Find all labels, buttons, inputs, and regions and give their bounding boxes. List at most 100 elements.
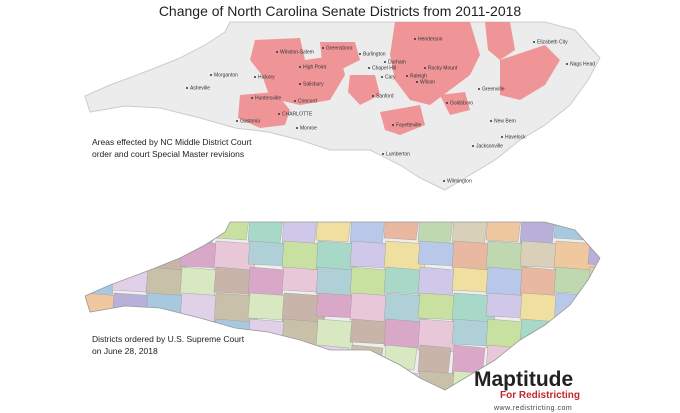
city-label: Greenville <box>482 87 505 93</box>
city-dot <box>424 67 426 69</box>
district <box>179 344 214 377</box>
city-label: New Bern <box>494 119 516 125</box>
caption-line: on June 28, 2018 <box>92 346 158 356</box>
city-dot <box>478 88 480 90</box>
city-dot <box>416 81 418 83</box>
logo-url: www.redistricting.com <box>493 405 572 412</box>
district <box>213 222 250 241</box>
district <box>247 222 284 245</box>
city-label: Salisbury <box>303 82 324 88</box>
district <box>281 370 324 390</box>
city-dot <box>490 120 492 122</box>
district <box>553 344 588 371</box>
city-dot <box>278 113 280 115</box>
city-dot <box>210 74 212 76</box>
city-dot <box>322 47 324 49</box>
district <box>587 266 600 299</box>
district <box>315 344 350 373</box>
changed-areas <box>238 22 560 135</box>
city-label: Greensboro <box>326 46 353 52</box>
city-dot <box>372 95 374 97</box>
district <box>247 370 290 390</box>
city-dot <box>296 127 298 129</box>
city-dot <box>276 51 278 53</box>
city-label: Burlington <box>363 52 386 58</box>
city-label: Concord <box>298 99 317 105</box>
district <box>213 344 248 371</box>
city-dot <box>472 145 474 147</box>
title: Change of North Carolina Senate District… <box>159 3 522 19</box>
district <box>451 266 490 293</box>
district <box>587 318 600 353</box>
district <box>145 266 184 297</box>
city-dot <box>254 76 256 78</box>
city-label: Wilmington <box>447 179 472 185</box>
city-label: Wilson <box>420 80 435 86</box>
district <box>349 370 392 390</box>
city-dot <box>186 87 188 89</box>
district <box>485 266 524 297</box>
district <box>85 222 114 245</box>
city-label: Chapel Hill <box>372 66 396 72</box>
district <box>281 344 316 379</box>
city-label: Asheville <box>190 86 210 92</box>
district <box>350 397 385 413</box>
district <box>587 240 600 267</box>
district <box>383 370 426 390</box>
logo: Maptitude For Redistricting www.redistri… <box>474 368 580 412</box>
district <box>384 397 419 413</box>
caption-line: Areas effected by NC Middle District Cou… <box>92 137 252 147</box>
district <box>315 370 358 390</box>
district <box>316 397 351 413</box>
district <box>587 292 600 321</box>
city-label: Henderson <box>418 37 443 43</box>
district <box>587 370 600 390</box>
district <box>519 318 560 345</box>
city-dot <box>566 63 568 65</box>
city-dot <box>299 66 301 68</box>
district <box>78 397 113 413</box>
city-label: Rocky Mount <box>428 66 458 72</box>
district <box>451 318 492 347</box>
city-dot <box>294 100 296 102</box>
district <box>281 318 322 347</box>
top-map: Winston-Salem Greensboro Burlington Henders… <box>84 21 601 191</box>
district <box>111 222 148 249</box>
city-label: Nags Head <box>570 62 595 68</box>
city-dot <box>384 61 386 63</box>
city-label: Hickory <box>258 75 275 81</box>
district <box>418 397 453 413</box>
city-dot <box>236 120 238 122</box>
city-label: Gastonia <box>240 119 260 125</box>
district <box>85 370 120 390</box>
city-label: Havelock <box>505 135 526 141</box>
city-label: Morganton <box>214 73 238 79</box>
city-dot <box>446 102 448 104</box>
logo-name: Maptitude <box>474 368 573 391</box>
city-label: Lumberton <box>386 152 410 158</box>
district <box>282 397 317 413</box>
city-dot <box>299 83 301 85</box>
district <box>417 370 460 390</box>
city-dot <box>501 136 503 138</box>
city-label: Huntersville <box>255 96 281 102</box>
district <box>553 318 594 349</box>
district <box>587 344 600 375</box>
district <box>145 222 182 243</box>
city-label: Sanford <box>376 94 394 100</box>
city-dot <box>359 53 361 55</box>
city-dot <box>443 180 445 182</box>
city-label: Cary <box>385 75 396 81</box>
district <box>452 397 487 413</box>
city-label: High Point <box>303 65 327 71</box>
district <box>112 397 147 413</box>
district <box>179 222 216 247</box>
city-label: Elizabeth City <box>537 40 568 46</box>
district <box>553 222 590 241</box>
district <box>417 344 452 375</box>
logo-tagline: For Redistricting <box>500 390 580 401</box>
city-label: CHARLOTTE <box>282 112 313 118</box>
district <box>383 222 420 241</box>
